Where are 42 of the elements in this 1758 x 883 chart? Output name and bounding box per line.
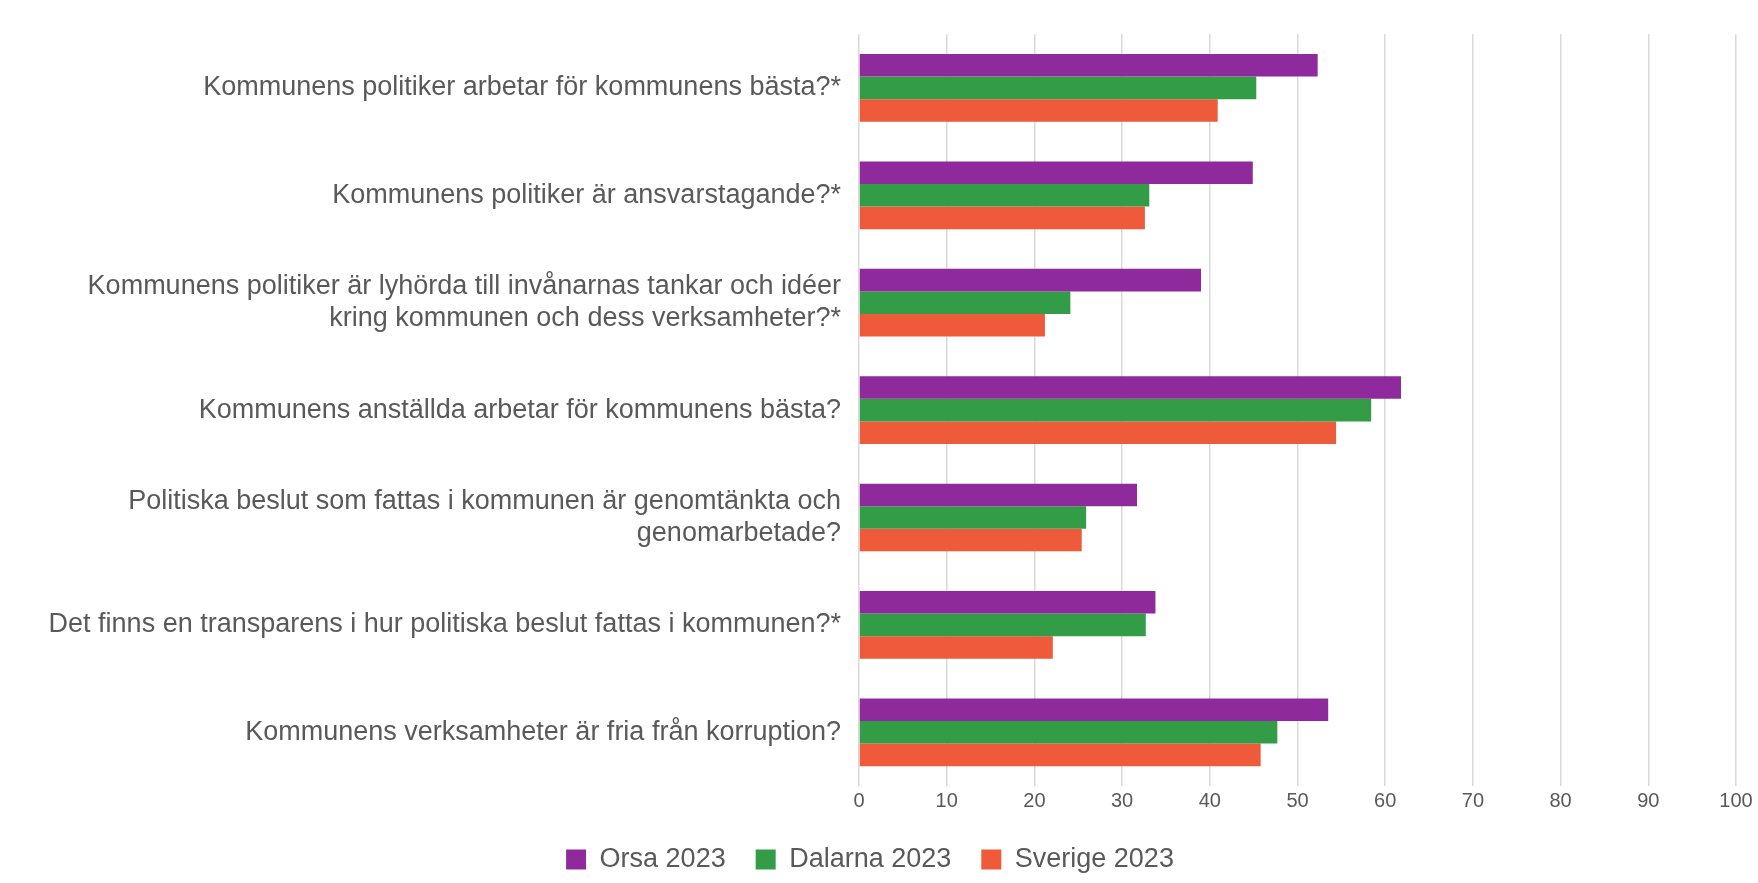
x-tick-label: 80 xyxy=(1549,788,1572,811)
x-tick-label: 10 xyxy=(935,788,958,811)
x-tick-label: 40 xyxy=(1198,788,1221,811)
x-tick-label: 70 xyxy=(1461,788,1485,811)
bar xyxy=(859,313,1045,337)
x-tick-label: 0 xyxy=(853,788,865,811)
legend-label: Orsa 2023 xyxy=(599,842,726,873)
bar xyxy=(859,376,1401,399)
bar xyxy=(859,613,1146,637)
x-tick-label: 90 xyxy=(1637,788,1660,811)
y-tick-label: Kommunens politiker arbetar för kommunens bästa?* xyxy=(203,71,842,102)
bar xyxy=(859,54,1318,77)
bar xyxy=(859,161,1253,185)
x-tick-label: 60 xyxy=(1374,788,1397,811)
x-tick-label: 20 xyxy=(1023,788,1046,811)
y-tick-label: Kommunens politiker är ansvarstagande?* xyxy=(332,178,842,209)
x-tick-label: 30 xyxy=(1110,788,1134,811)
legend-label: Dalarna 2023 xyxy=(789,842,952,873)
y-tick-label: Kommunens politiker är lyhörda till invånarnas tankar och idéer kring kommunen och dess verksamheter?* xyxy=(87,269,842,333)
bar xyxy=(859,184,1150,207)
y-tick-label: Det finns en transparens i hur politiska beslut fattas i kommunen?* xyxy=(48,608,842,639)
x-tick-label: 50 xyxy=(1286,788,1309,811)
bar xyxy=(859,743,1261,767)
y-tick-label: Kommunens verksamheter är fria från korruption? xyxy=(245,715,841,746)
bar xyxy=(859,268,1202,292)
bar xyxy=(859,528,1082,552)
bar xyxy=(859,506,1087,529)
bar xyxy=(859,721,1278,744)
y-tick-label: Politiska beslut som fattas i kommunen är genomtänkta och genomarbetade? xyxy=(128,484,841,548)
bar xyxy=(859,698,1329,722)
bar xyxy=(859,636,1053,659)
bar xyxy=(859,76,1257,100)
bar xyxy=(859,99,1218,122)
bar xyxy=(859,206,1145,230)
y-tick-label: Kommunens anställda arbetar för kommunens bästa? xyxy=(198,393,841,424)
bar xyxy=(859,421,1337,444)
bar xyxy=(859,591,1156,614)
bar xyxy=(859,398,1372,422)
x-tick-label: 100 xyxy=(1719,788,1753,811)
legend-label: Sverige 2023 xyxy=(1014,842,1174,873)
bar xyxy=(859,483,1138,507)
bar xyxy=(859,291,1071,314)
